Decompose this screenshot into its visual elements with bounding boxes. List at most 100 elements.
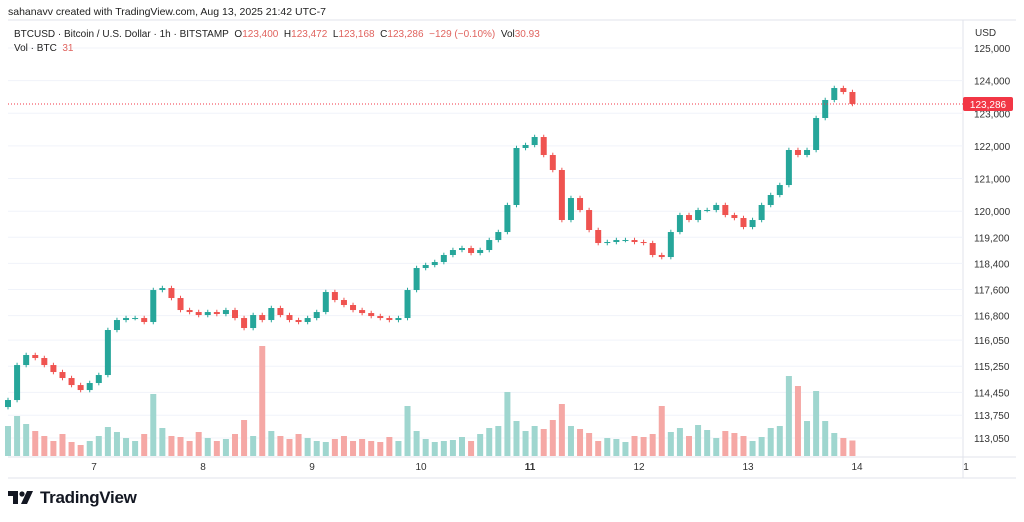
volume-bar [667, 432, 674, 456]
candle-body [722, 204, 729, 216]
volume-bar [586, 433, 593, 456]
volume-bar [250, 436, 257, 456]
y-tick-label: 117,600 [974, 286, 1010, 297]
volume-bar [368, 441, 375, 456]
volume-bar [540, 429, 547, 456]
volume-bar [676, 428, 683, 456]
volume-bar [785, 376, 792, 456]
candle-body [595, 230, 602, 244]
volume-bar [486, 428, 493, 456]
volume-bar [577, 429, 584, 456]
volume-bar [322, 442, 329, 456]
candle-body [195, 312, 202, 316]
volume-bar [649, 434, 656, 456]
candle-body [676, 215, 683, 233]
volume-bar [277, 436, 284, 456]
volume-bar [849, 440, 856, 456]
y-tick-label: 121,000 [974, 175, 1011, 186]
candle-body [377, 316, 384, 319]
volume-bar [295, 434, 302, 456]
credit-line: sahanavv created with TradingView.com, A… [8, 6, 326, 18]
candle-body [113, 320, 120, 331]
volume-bar [123, 438, 130, 456]
candle-body [740, 218, 747, 228]
volume-bar [713, 438, 720, 456]
candle-body [540, 137, 547, 155]
volume-bar [686, 436, 692, 456]
candle-body [141, 318, 148, 323]
ohlc-row: BTCUSD · Bitcoin / U.S. Dollar · 1h · BI… [14, 28, 540, 42]
volume-bar [204, 438, 211, 456]
volume-bar [468, 441, 475, 456]
candle-body [286, 315, 293, 321]
candle-body [767, 195, 774, 205]
candle-body [186, 310, 193, 313]
candle-body [813, 118, 820, 150]
candle-body [350, 305, 357, 311]
candle-body [849, 91, 856, 104]
candle-body [395, 318, 402, 321]
y-tick-label: 114,450 [974, 388, 1010, 399]
volume-bar [32, 431, 39, 456]
candle-body [50, 365, 57, 373]
candle-body [95, 375, 102, 384]
volume-bar [259, 346, 266, 456]
candle-body [667, 232, 674, 258]
x-tick-label: 11 [525, 462, 536, 473]
candle-body [313, 312, 320, 319]
volume-bar [159, 428, 166, 456]
x-tick-label: 7 [91, 462, 97, 473]
volume-bar [386, 437, 393, 456]
volume-bar [522, 431, 529, 456]
candle-body [613, 240, 620, 243]
candle-body [159, 288, 166, 291]
volume-bar [704, 430, 711, 456]
volume-bar [5, 426, 11, 456]
volume-bar [513, 421, 520, 456]
volume-bar [404, 406, 411, 456]
candle-body [486, 240, 493, 251]
volume-bar [758, 437, 765, 456]
volume-bar [23, 424, 30, 456]
y-tick-label: 113,750 [974, 411, 1010, 422]
currency-label[interactable]: USD [975, 28, 997, 39]
volume-bar [331, 439, 338, 456]
last-price-label: 123,286 [970, 100, 1007, 111]
volume-bar [213, 441, 220, 456]
tradingview-logo-icon [8, 491, 33, 504]
high-label: H [283, 29, 292, 40]
y-tick-label: 124,000 [974, 77, 1011, 88]
volume-bar [813, 391, 820, 456]
candle-body [622, 240, 629, 242]
volume-bar [14, 416, 21, 456]
candle-body [86, 383, 93, 391]
candle-body [132, 318, 139, 320]
candle-body [104, 330, 111, 376]
candle-body [5, 400, 11, 408]
volume-bar [104, 427, 111, 456]
x-tick-label: 8 [200, 462, 206, 473]
volume-bar [431, 442, 438, 456]
volume-bar [340, 436, 347, 456]
candle-body [431, 262, 438, 266]
volume-series-label[interactable]: Vol · BTC [14, 43, 57, 54]
candle-body [168, 288, 175, 299]
volume-series-value: 31 [62, 43, 74, 54]
symbol-label[interactable]: BTCUSD · Bitcoin / U.S. Dollar · 1h · BI… [14, 29, 229, 40]
volume-bar [132, 441, 139, 456]
volume-bar [840, 438, 847, 456]
volume-bar [658, 406, 665, 456]
volume-bar [59, 434, 66, 456]
candle-body [758, 204, 765, 221]
high-value: 123,472 [291, 29, 328, 40]
volume-bar [268, 431, 275, 456]
candle-body [68, 378, 75, 386]
x-tick-label: 1 [963, 462, 969, 473]
volume-bar [695, 425, 702, 456]
volume-bar [304, 438, 311, 456]
candle-body [386, 318, 393, 321]
volume-row: Vol · BTC 31 [14, 42, 540, 56]
y-tick-label: 116,800 [974, 312, 1010, 323]
candle-body [77, 385, 84, 391]
